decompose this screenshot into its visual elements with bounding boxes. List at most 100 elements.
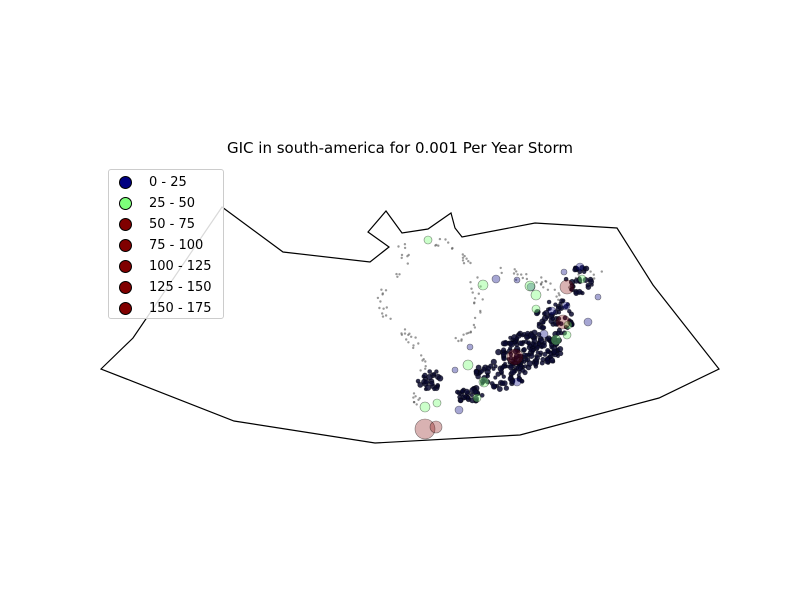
substation-dot [558,294,561,297]
legend-item: 75 - 100 [119,236,203,254]
substation-dot [485,373,491,379]
substation-dot [479,285,482,288]
substation-dot [536,321,541,326]
substation-dot [473,297,477,300]
substation-dot [428,380,435,387]
substation-dot [467,331,470,335]
substation-dot [422,372,428,379]
substation-dot [550,316,555,322]
substation-dot [520,273,523,276]
substation-dot [536,341,542,346]
substation-dot [553,302,558,307]
legend-label: 125 - 150 [149,279,212,295]
substation-dot [538,352,543,358]
substation-dot [473,301,476,304]
substation-dot [559,279,575,295]
substation-dot [583,317,593,327]
substation-markers [376,235,603,440]
substation-dot [432,386,437,392]
substation-dot [499,266,502,270]
substation-dot [600,270,603,273]
substation-dot [400,256,403,260]
substation-dot [555,314,571,330]
substation-dot [472,323,476,327]
substation-dot [466,343,474,351]
legend-swatch [119,280,132,294]
substation-dot [424,379,430,385]
substation-dot [535,345,540,350]
legend-label: 50 - 75 [149,216,196,232]
substation-dot [444,238,447,241]
substation-dot [548,357,556,364]
substation-dot [592,273,595,276]
substation-dot [406,262,409,265]
substation-dot [544,356,550,362]
substation-dot [541,325,547,331]
substation-dot [412,344,415,347]
substation-dot [403,243,407,246]
substation-dot [499,380,506,387]
substation-dot [573,278,580,284]
legend: 0 - 25 25 - 50 50 - 75 75 - 100 100 - 12… [108,169,224,319]
substation-dot [577,274,587,284]
substation-dot [530,289,542,301]
substation-dot [501,364,506,369]
substation-dot [523,364,528,369]
substation-dot [403,328,407,331]
substation-dot [556,310,562,315]
legend-item: 0 - 25 [119,173,187,191]
substation-dot [414,336,417,339]
substation-dot [520,367,526,373]
substation-dot [451,366,459,374]
substation-dot [515,270,518,273]
substation-dot [407,253,410,257]
substation-dot [460,339,463,342]
substation-dot [588,278,595,285]
substation-dot [473,326,477,329]
legend-label: 100 - 125 [149,258,212,274]
substation-dot [461,256,465,259]
substation-dot [465,395,470,400]
substation-dot [534,360,540,366]
substation-dot [481,298,484,301]
substation-dot [509,368,517,376]
substation-dot [555,295,558,298]
substation-dot [525,273,528,276]
substation-dot [429,420,443,434]
legend-swatch [119,301,132,315]
substation-dot [556,337,562,344]
substation-dot [546,299,552,305]
substation-dot [424,384,432,391]
substation-dot [526,360,534,367]
substation-dot [465,257,468,260]
substation-dot [384,289,388,292]
substation-dot [382,307,385,310]
substation-dot [503,385,510,391]
substation-dot [381,312,384,315]
substation-dot [424,367,427,370]
substation-dot [417,398,420,401]
substation-dot [512,340,517,345]
substation-dot [514,278,518,281]
substation-dot [400,253,404,257]
substation-dot [545,315,549,320]
substation-dot [461,259,465,262]
substation-dot [434,369,439,374]
substation-dot [508,355,514,361]
substation-dot [531,337,538,344]
substation-dot [553,288,556,291]
substation-dot [462,333,465,336]
substation-dot [540,356,546,362]
substation-dot [469,330,472,333]
substation-dot [521,346,527,353]
substation-dot [417,381,424,388]
substation-dot [381,292,384,295]
substation-dot [380,288,383,291]
substation-dot [419,401,431,413]
substation-dot [418,397,421,400]
substation-dot [424,365,427,368]
substation-dot [389,317,392,320]
substation-dot [458,398,463,403]
substation-dot [420,354,423,357]
